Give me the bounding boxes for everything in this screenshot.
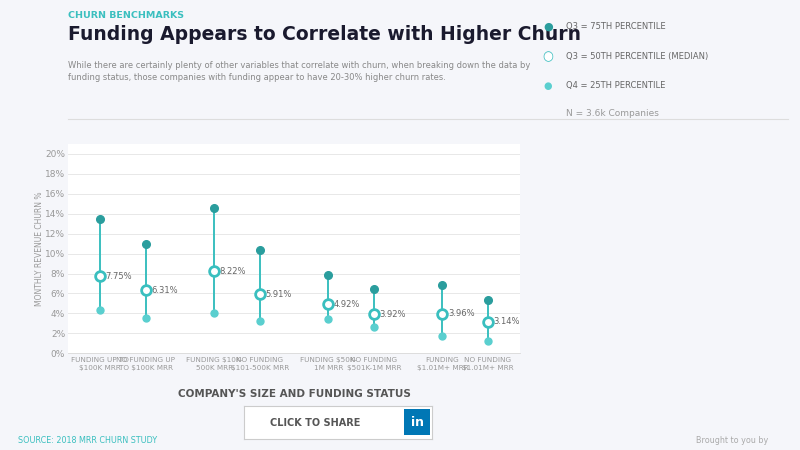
Text: COMPANY'S SIZE AND FUNDING STATUS: COMPANY'S SIZE AND FUNDING STATUS xyxy=(178,389,411,399)
Text: ○: ○ xyxy=(542,50,554,63)
Text: 3.96%: 3.96% xyxy=(448,309,474,318)
Text: SOURCE: 2018 MRR CHURN STUDY: SOURCE: 2018 MRR CHURN STUDY xyxy=(18,436,157,445)
Text: 7.75%: 7.75% xyxy=(106,271,132,280)
Text: in: in xyxy=(410,416,424,428)
Text: While there are certainly plenty of other variables that correlate with churn, w: While there are certainly plenty of othe… xyxy=(68,61,530,82)
Text: 3.92%: 3.92% xyxy=(379,310,406,319)
Text: Funding Appears to Correlate with Higher Churn: Funding Appears to Correlate with Higher… xyxy=(68,25,581,44)
Y-axis label: MONTHLY REVENUE CHURN %: MONTHLY REVENUE CHURN % xyxy=(35,191,44,306)
Text: 3.14%: 3.14% xyxy=(494,317,520,326)
Text: CLICK TO SHARE: CLICK TO SHARE xyxy=(270,418,361,428)
Text: Q4 = 25TH PERCENTILE: Q4 = 25TH PERCENTILE xyxy=(566,81,665,90)
Text: ●: ● xyxy=(543,51,553,61)
Text: Brought to you by: Brought to you by xyxy=(696,436,768,445)
Text: ●: ● xyxy=(544,81,552,90)
Text: 6.31%: 6.31% xyxy=(151,286,178,295)
Text: CHURN BENCHMARKS: CHURN BENCHMARKS xyxy=(68,11,184,20)
Text: Q3 = 75TH PERCENTILE: Q3 = 75TH PERCENTILE xyxy=(566,22,666,32)
Text: ●: ● xyxy=(543,22,553,32)
Text: 5.91%: 5.91% xyxy=(266,290,292,299)
Text: N = 3.6k Companies: N = 3.6k Companies xyxy=(566,109,658,118)
Text: 4.92%: 4.92% xyxy=(334,300,360,309)
Text: 8.22%: 8.22% xyxy=(219,267,246,276)
Text: Q3 = 50TH PERCENTILE (MEDIAN): Q3 = 50TH PERCENTILE (MEDIAN) xyxy=(566,52,708,61)
